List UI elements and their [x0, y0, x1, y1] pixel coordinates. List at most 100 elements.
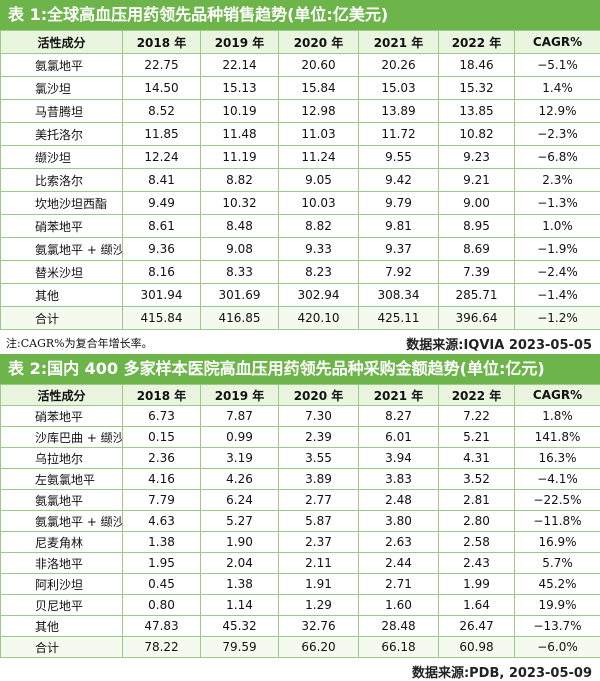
- table2-value-cell: 16.9%: [515, 532, 600, 553]
- table2-value-cell: 141.8%: [515, 427, 600, 448]
- table2-value-cell: 3.19: [201, 448, 279, 469]
- table1-column-header: 2021 年: [359, 31, 439, 54]
- table1-value-cell: 8.41: [123, 169, 201, 192]
- table1-value-cell: 396.64: [439, 307, 515, 330]
- table2-ingredient-cell: 尼麦角林: [1, 532, 123, 553]
- table2-ingredient-cell: 阿利沙坦: [1, 574, 123, 595]
- table2-footer: 数据来源:PDB, 2023-05-09: [0, 658, 600, 680]
- table1-ingredient-cell: 坎地沙坦西酯: [1, 192, 123, 215]
- table1-value-cell: 10.32: [201, 192, 279, 215]
- table1-column-header: 2019 年: [201, 31, 279, 54]
- table1-value-cell: 12.9%: [515, 100, 600, 123]
- table1-value-cell: 10.03: [279, 192, 359, 215]
- table2-value-cell: −11.8%: [515, 511, 600, 532]
- table1-value-cell: 22.14: [201, 54, 279, 77]
- table1-value-cell: 9.42: [359, 169, 439, 192]
- table1-column-header: 2018 年: [123, 31, 201, 54]
- table2-value-cell: 2.11: [279, 553, 359, 574]
- table2-value-cell: 4.63: [123, 511, 201, 532]
- table1-value-cell: 2.3%: [515, 169, 600, 192]
- table1-value-cell: 1.4%: [515, 77, 600, 100]
- table1-value-cell: 20.60: [279, 54, 359, 77]
- table1-value-cell: 9.55: [359, 146, 439, 169]
- table1-value-cell: 11.72: [359, 123, 439, 146]
- table1-value-cell: 7.92: [359, 261, 439, 284]
- table2-value-cell: 2.44: [359, 553, 439, 574]
- table2-value-cell: 6.73: [123, 406, 201, 427]
- table1-value-cell: 8.95: [439, 215, 515, 238]
- table1-value-cell: 8.61: [123, 215, 201, 238]
- table2-value-cell: 3.94: [359, 448, 439, 469]
- table2-value-cell: 4.16: [123, 469, 201, 490]
- table1-value-cell: 8.82: [279, 215, 359, 238]
- table2-value-cell: 7.22: [439, 406, 515, 427]
- table1-value-cell: 415.84: [123, 307, 201, 330]
- table1-value-cell: 11.85: [123, 123, 201, 146]
- table1-value-cell: 10.82: [439, 123, 515, 146]
- table1-title: 表 1:全球高血压用药领先品种销售趋势(单位:亿美元): [0, 0, 600, 30]
- table1-value-cell: 8.33: [201, 261, 279, 284]
- table2-ingredient-cell: 硝苯地平: [1, 406, 123, 427]
- table1-value-cell: 8.52: [123, 100, 201, 123]
- table1-value-cell: 8.16: [123, 261, 201, 284]
- table1-value-cell: 301.94: [123, 284, 201, 307]
- table2-column-header: 2020 年: [279, 385, 359, 406]
- table1-value-cell: −5.1%: [515, 54, 600, 77]
- table2-value-cell: 7.87: [201, 406, 279, 427]
- table2-value-cell: 0.99: [201, 427, 279, 448]
- table1-value-cell: 8.23: [279, 261, 359, 284]
- table2-value-cell: 66.18: [359, 637, 439, 658]
- table2-value-cell: 5.87: [279, 511, 359, 532]
- table2-value-cell: 32.76: [279, 616, 359, 637]
- table1-column-header: 2022 年: [439, 31, 515, 54]
- table2-value-cell: −6.0%: [515, 637, 600, 658]
- table1-value-cell: −6.8%: [515, 146, 600, 169]
- table1-footer: 注:CAGR%为复合年增长率。 数据来源:IQVIA 2023-05-05: [0, 330, 600, 354]
- table2-value-cell: 7.79: [123, 490, 201, 511]
- table1-value-cell: 9.81: [359, 215, 439, 238]
- table2-value-cell: 2.71: [359, 574, 439, 595]
- table1-value-cell: 302.94: [279, 284, 359, 307]
- table2-value-cell: 47.83: [123, 616, 201, 637]
- table1-value-cell: 10.19: [201, 100, 279, 123]
- table1-value-cell: 9.21: [439, 169, 515, 192]
- table2-value-cell: 0.15: [123, 427, 201, 448]
- table1-value-cell: 13.85: [439, 100, 515, 123]
- table2-value-cell: 2.04: [201, 553, 279, 574]
- table2-value-cell: 7.30: [279, 406, 359, 427]
- table2-column-header: 2019 年: [201, 385, 279, 406]
- table1-value-cell: 420.10: [279, 307, 359, 330]
- table1-value-cell: 301.69: [201, 284, 279, 307]
- table1-value-cell: 9.36: [123, 238, 201, 261]
- table2-column-header: 2021 年: [359, 385, 439, 406]
- table2-value-cell: 4.26: [201, 469, 279, 490]
- table1-value-cell: 18.46: [439, 54, 515, 77]
- table2-value-cell: 2.81: [439, 490, 515, 511]
- table2-value-cell: 1.90: [201, 532, 279, 553]
- table1-value-cell: 12.24: [123, 146, 201, 169]
- table1-value-cell: 9.79: [359, 192, 439, 215]
- table2-value-cell: 1.99: [439, 574, 515, 595]
- table2-value-cell: −4.1%: [515, 469, 600, 490]
- table2-value-cell: 0.45: [123, 574, 201, 595]
- table1-value-cell: 22.75: [123, 54, 201, 77]
- table2-value-cell: 5.27: [201, 511, 279, 532]
- table1-value-cell: 15.84: [279, 77, 359, 100]
- table1-value-cell: 13.89: [359, 100, 439, 123]
- table2-value-cell: 5.7%: [515, 553, 600, 574]
